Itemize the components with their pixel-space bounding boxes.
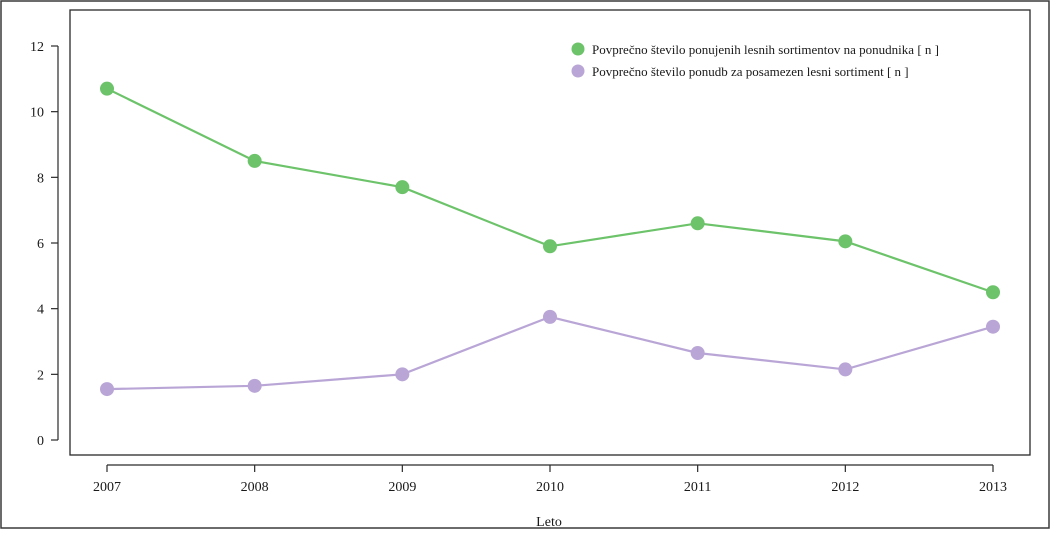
y-tick-label: 12 [30,40,44,55]
x-tick-label: 2013 [979,480,1007,495]
x-tick-label: 2011 [684,480,711,495]
y-tick-label: 4 [37,303,44,318]
data-point [247,378,262,393]
data-point [838,362,853,377]
data-point [100,382,114,397]
y-tick-label: 2 [37,368,44,383]
plot-box [69,9,1031,456]
x-tick-label: 2012 [831,480,859,495]
series-layer [100,81,1000,397]
data-point [690,345,705,360]
data-point [690,216,705,231]
legend-marker-2 [571,64,585,78]
y-tick-label: 6 [37,237,44,252]
data-point [986,319,1000,334]
y-tick-label: 0 [37,434,44,449]
legend-label-2: Povprečno število ponudb za posamezen le… [592,64,909,79]
x-tick-label: 2009 [388,480,416,495]
legend: Povprečno število ponujenih lesnih sorti… [571,42,939,79]
data-point [100,81,114,96]
legend-label-1: Povprečno število ponujenih lesnih sorti… [592,42,939,57]
x-tick-label: 2008 [241,480,269,495]
data-point [543,309,557,324]
y-tick-label: 8 [37,171,44,186]
data-point [247,153,262,168]
data-point [395,367,410,382]
x-axis-label: Leto [536,515,562,529]
data-point [543,239,557,254]
x-tick-label: 2007 [93,480,121,495]
y-tick-label: 10 [30,106,44,121]
legend-marker-1 [571,42,585,56]
data-point [838,234,853,249]
y-axis: 0 2 4 6 8 10 12 [30,40,59,449]
data-point [986,285,1000,300]
x-axis: 2007 2008 2009 2010 2011 2012 2013 [93,464,1007,495]
x-tick-label: 2010 [536,480,564,495]
data-point [395,180,410,195]
